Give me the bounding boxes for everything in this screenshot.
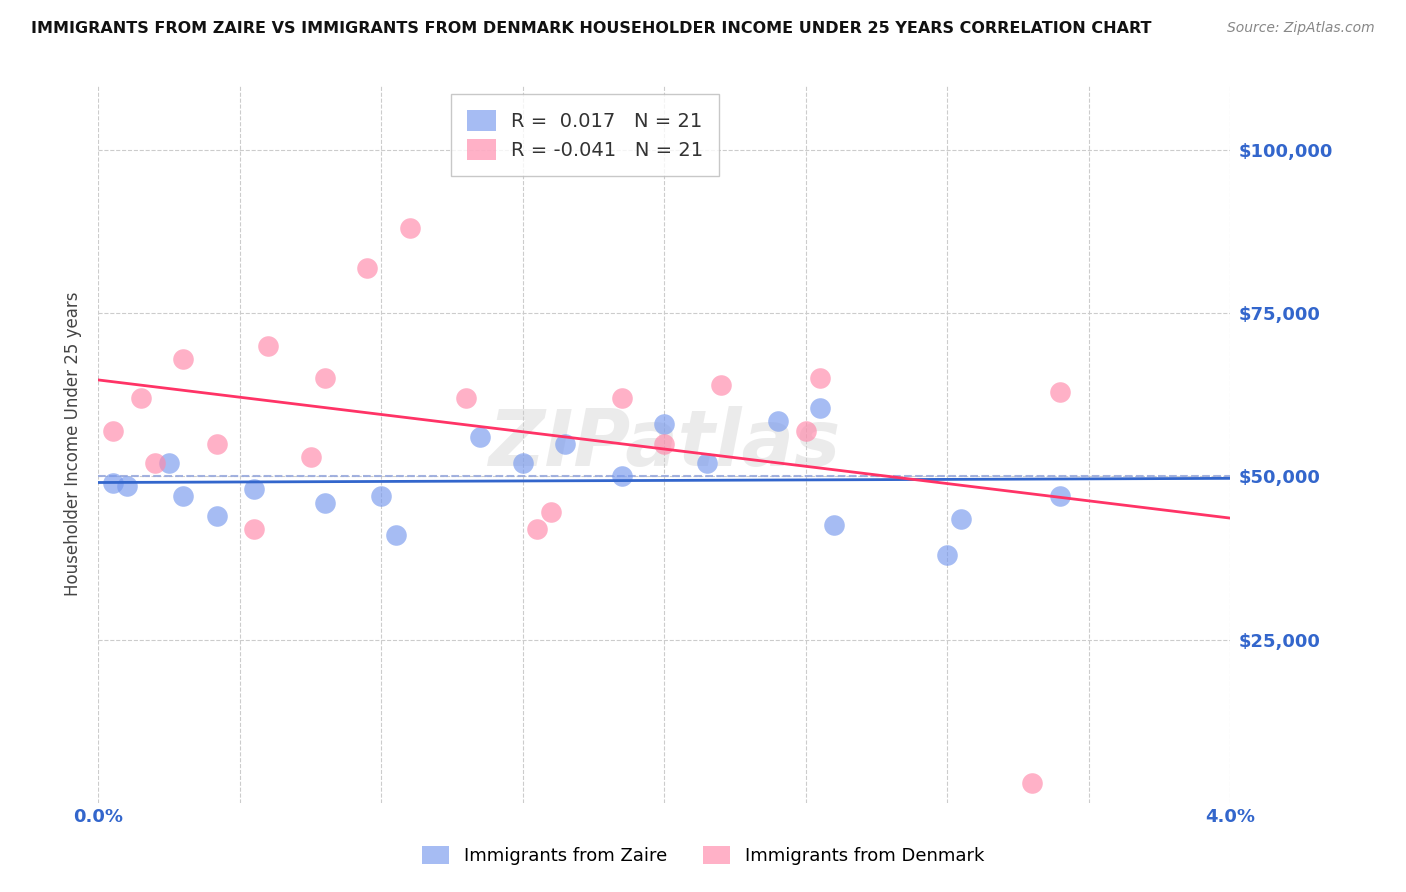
Point <box>129 391 152 405</box>
Point <box>808 371 831 385</box>
Point <box>299 450 322 464</box>
Point <box>101 424 124 438</box>
Point <box>143 456 166 470</box>
Point <box>207 508 229 523</box>
Point <box>384 528 406 542</box>
Point <box>470 430 492 444</box>
Point <box>794 424 817 438</box>
Point <box>823 518 845 533</box>
Point <box>314 371 336 385</box>
Point <box>1049 489 1071 503</box>
Point <box>540 505 562 519</box>
Point <box>950 512 973 526</box>
Point <box>172 351 194 366</box>
Point <box>101 475 124 490</box>
Point <box>610 391 633 405</box>
Point <box>696 456 718 470</box>
Point <box>257 339 280 353</box>
Legend: Immigrants from Zaire, Immigrants from Denmark: Immigrants from Zaire, Immigrants from D… <box>415 838 991 872</box>
Point <box>243 483 266 497</box>
Point <box>936 548 959 562</box>
Point <box>207 436 229 450</box>
Point <box>766 414 789 428</box>
Point <box>398 221 420 235</box>
Point <box>370 489 392 503</box>
Point <box>1049 384 1071 399</box>
Legend: R =  0.017   N = 21, R = -0.041   N = 21: R = 0.017 N = 21, R = -0.041 N = 21 <box>451 95 718 176</box>
Point <box>652 417 676 432</box>
Point <box>243 522 266 536</box>
Text: ZIPatlas: ZIPatlas <box>488 406 841 482</box>
Point <box>1021 776 1043 790</box>
Point <box>710 378 733 392</box>
Point <box>456 391 478 405</box>
Point <box>652 436 676 450</box>
Point <box>356 260 378 275</box>
Point <box>512 456 534 470</box>
Text: IMMIGRANTS FROM ZAIRE VS IMMIGRANTS FROM DENMARK HOUSEHOLDER INCOME UNDER 25 YEA: IMMIGRANTS FROM ZAIRE VS IMMIGRANTS FROM… <box>31 21 1152 36</box>
Y-axis label: Householder Income Under 25 years: Householder Income Under 25 years <box>65 292 83 596</box>
Point <box>115 479 138 493</box>
Point <box>610 469 633 483</box>
Point <box>314 495 336 509</box>
Point <box>526 522 548 536</box>
Point <box>808 401 831 415</box>
Point <box>157 456 180 470</box>
Text: Source: ZipAtlas.com: Source: ZipAtlas.com <box>1227 21 1375 35</box>
Point <box>172 489 194 503</box>
Point <box>554 436 576 450</box>
